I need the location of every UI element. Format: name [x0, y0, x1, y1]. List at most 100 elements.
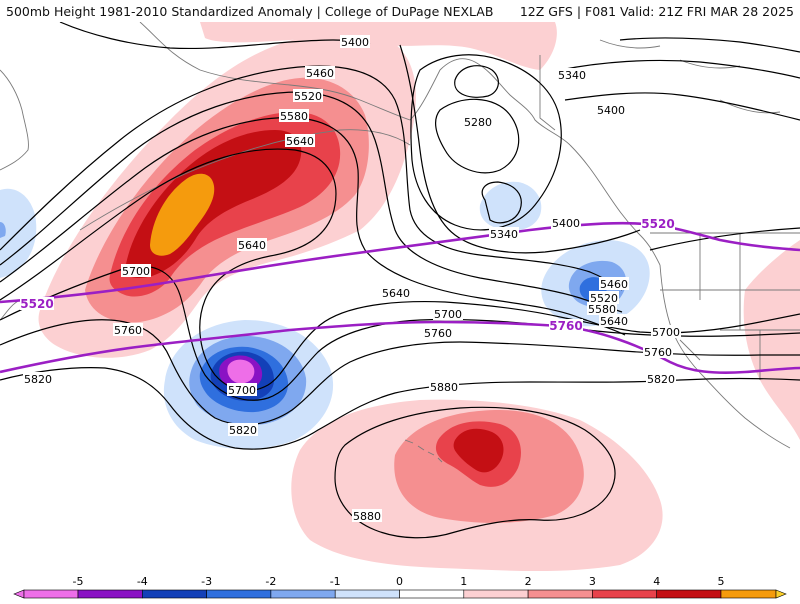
contour-label-h5460-b: 5460 — [599, 277, 629, 291]
contour-label-background — [340, 35, 370, 48]
contour-label-text: 5820 — [24, 373, 52, 386]
contour-label-text: 5760 — [114, 324, 142, 337]
coastline-alaska-north — [139, 22, 411, 121]
contour-label-text: 5580 — [588, 303, 616, 316]
contour-label-text: 5520 — [294, 90, 322, 103]
height-contours — [0, 22, 800, 539]
contour-label-background — [237, 238, 267, 251]
highlight-contour-5760 — [0, 320, 800, 374]
contour-label-background — [551, 216, 581, 229]
contour-label-background — [596, 103, 626, 116]
legend-tick-label: 1 — [460, 575, 467, 588]
contour-label-text: 5400 — [341, 36, 369, 49]
contour-label-background — [641, 217, 675, 230]
contour-label-h5700-c: 5700 — [227, 383, 257, 397]
map-title: 500mb Height 1981-2010 Standardized Anom… — [6, 4, 494, 19]
highlight-contours — [0, 221, 800, 374]
anomaly-plus5-core — [150, 173, 215, 256]
coastlines — [0, 22, 800, 463]
contour-label-h5520-a: 5520 — [293, 89, 323, 103]
coastline-alaska-gulf — [409, 58, 571, 146]
contour-label-text: 5700 — [434, 308, 462, 321]
legend-swatch — [206, 589, 272, 599]
contour-5760 — [0, 319, 800, 426]
contour-label-text: 5760 — [644, 346, 672, 359]
contour-label-background — [463, 115, 493, 128]
contour-label-background — [113, 323, 143, 336]
anomaly-plus1-north — [200, 22, 557, 70]
anomaly-minus6-core — [227, 359, 255, 384]
contour-label-text: 5340 — [490, 228, 518, 241]
contour-label-background — [23, 372, 53, 385]
contour-label-p5520-a: 5520 — [20, 297, 54, 311]
legend-swatch — [142, 589, 207, 599]
legend-swatch — [399, 589, 465, 599]
contour-5520 — [0, 91, 623, 313]
contour-label-background — [352, 509, 382, 522]
legend-bar — [13, 589, 787, 599]
contour-label-h5280-a: 5280 — [463, 115, 493, 129]
contour-label-h5400-b: 5400 — [551, 216, 581, 230]
contour-label-background — [227, 383, 257, 396]
contour-label-background — [305, 66, 335, 79]
contour-label-background — [643, 345, 673, 358]
contour-label-text: 5460 — [600, 278, 628, 291]
state-borders — [660, 233, 800, 380]
contour-label-h5340-b: 5340 — [557, 68, 587, 82]
anomaly-plus4-south — [453, 428, 504, 473]
contour-label-h5400-a: 5400 — [340, 35, 370, 49]
legend-ticks: -5 -4 -3 -2 -1 0 1 2 3 4 5 — [73, 575, 725, 588]
anomaly-plus1-east — [743, 240, 800, 440]
legend-tick-label: -3 — [201, 575, 212, 588]
contour-label-text: 5400 — [552, 217, 580, 230]
legend-tick-label: -5 — [73, 575, 84, 588]
contour-label-background — [20, 297, 54, 310]
contour-label-background — [599, 314, 629, 327]
legend-tick-label: -2 — [265, 575, 276, 588]
contour-label-p5760-a: 5760 — [549, 319, 583, 333]
contour-label-h5700-d: 5700 — [651, 325, 681, 339]
contour-5700 — [0, 265, 800, 401]
contour-label-text: 5520 — [590, 292, 618, 305]
contour-5340-east — [559, 59, 800, 79]
contour-label-h5400-c: 5400 — [596, 103, 626, 117]
contour-5580 — [0, 117, 626, 336]
contour-label-text: 5760 — [424, 327, 452, 340]
contour-label-text: 5520 — [641, 217, 674, 231]
legend-tick-label: -4 — [137, 575, 148, 588]
contour-label-h5340-a: 5340 — [489, 227, 519, 241]
contour-label-h5580-a: 5580 — [279, 109, 309, 123]
legend-swatch — [527, 589, 593, 599]
contour-label-text: 5700 — [652, 326, 680, 339]
highlight-contour-labels: 5520 5520 5760 — [20, 217, 675, 333]
alaska-canada-border — [539, 55, 556, 131]
contour-label-background — [121, 264, 151, 277]
contour-label-h5640-d: 5640 — [599, 314, 629, 328]
legend-tick-label: 3 — [589, 575, 596, 588]
contour-label-background — [381, 286, 411, 299]
contour-label-h5760-c: 5760 — [643, 345, 673, 359]
contour-label-text: 5700 — [228, 384, 256, 397]
legend-swatch — [656, 589, 722, 599]
contour-label-background — [646, 372, 676, 385]
anomaly-minus2-west — [0, 222, 6, 238]
contour-label-h5820-c: 5820 — [646, 372, 676, 386]
contour-label-p5520-b: 5520 — [641, 217, 675, 231]
contour-labels: 5400546055205580564057005640576056405700… — [23, 35, 681, 523]
contour-label-text: 5640 — [286, 135, 314, 148]
contour-label-background — [279, 109, 309, 122]
contour-5460-east — [649, 227, 800, 251]
contour-label-text: 5880 — [353, 510, 381, 523]
legend-swatch — [23, 589, 79, 599]
contour-5280-east — [619, 37, 800, 53]
contour-low-center — [454, 65, 499, 98]
contour-label-text: 5640 — [382, 287, 410, 300]
anomaly-minus1-north — [479, 181, 542, 231]
contour-label-h5700-b: 5700 — [433, 307, 463, 321]
legend-swatch — [77, 589, 143, 599]
anomaly-map: 5400 5460 5520 5580 5640 5700 5640 5760 5640 5700… — [0, 22, 800, 572]
contour-label-text: 5280 — [464, 116, 492, 129]
legend-swatch — [592, 589, 658, 599]
contour-label-h5460-a: 5460 — [305, 66, 335, 80]
contour-label-h5640-b: 5640 — [237, 238, 267, 252]
